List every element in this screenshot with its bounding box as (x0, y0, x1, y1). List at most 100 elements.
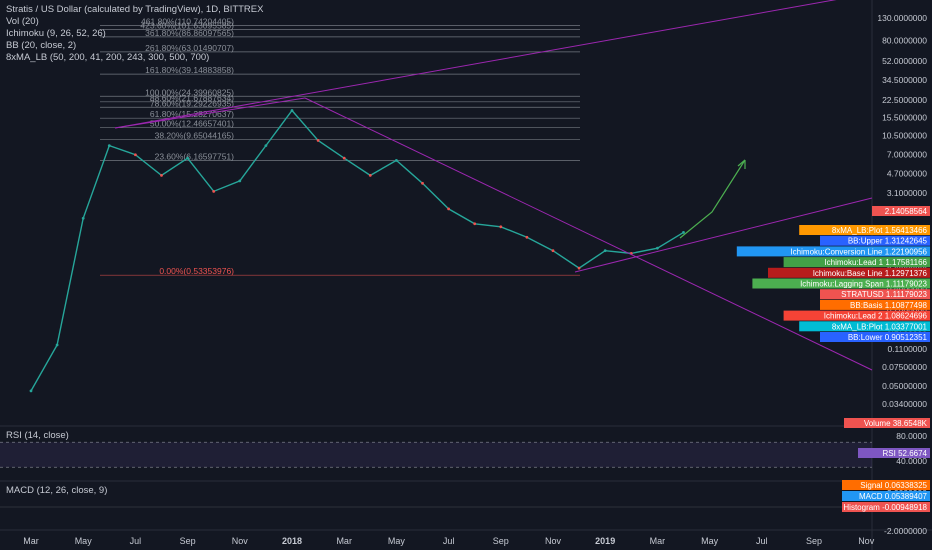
price-point (525, 235, 529, 239)
time-axis-tick: Sep (180, 536, 196, 546)
price-tag-bg (783, 257, 930, 268)
indicator-8xma[interactable]: 8xMA_LB (50, 200, 41, 200, 243, 300, 500… (6, 52, 210, 63)
price-tag: BB:Upper 1.31242645 (820, 235, 930, 246)
price-tag-text: STRATUSD 1.11179023 (841, 290, 927, 299)
price-point (473, 222, 477, 226)
price-axis-tick: 52.0000000 (882, 56, 927, 66)
time-axis-tick: Mar (336, 536, 352, 546)
price-point (81, 216, 85, 220)
macd-tag-text: Signal 0.06338325 (860, 481, 927, 490)
time-axis-tick: Mar (23, 536, 39, 546)
fib-level-label: 23.60%(6.16597751) (155, 152, 235, 162)
price-tag: Ichimoku:Conversion Line 1.22190956 (736, 246, 930, 257)
price-tag-text: Ichimoku:Lead 1 1.17581166 (824, 258, 927, 267)
rsi-tag-text: RSI 52.6674 (883, 449, 928, 458)
price-point (55, 343, 59, 347)
rsi-band (0, 442, 872, 468)
price-axis-tick: 0.4000000 (887, 284, 927, 294)
rising-support-trendline (574, 197, 873, 273)
indicator-volume[interactable]: Vol (20) (6, 16, 39, 27)
indicator-bollinger[interactable]: BB (20, close, 2) (6, 40, 77, 51)
price-point (421, 181, 424, 185)
time-axis-tick: 2019 (595, 536, 615, 546)
rsi-axis-tick: 40.0000 (896, 456, 927, 466)
price-tag-text: 8xMA_LB:Plot 1.03377001 (832, 322, 928, 331)
price-tag: Ichimoku:Lead 2 1.08624696 (783, 310, 930, 321)
price-point (186, 156, 190, 160)
price-tag-bg (768, 267, 930, 278)
price-tag-text: BB:Upper 1.31242645 (848, 237, 928, 246)
macd-tag-text: MACD 0.05389407 (859, 492, 928, 501)
time-axis-tick: Jul (756, 536, 768, 546)
time-axis-tick: Sep (493, 536, 509, 546)
time-axis-tick: May (75, 536, 93, 546)
fib-level-label: 50.00%(12.46657401) (150, 119, 234, 129)
time-axis-tick: Nov (858, 536, 875, 546)
price-tag-bg (736, 246, 930, 257)
price-axis-tick: 0.1100000 (887, 344, 927, 354)
price-tag-bg (752, 278, 930, 289)
price-point (238, 179, 242, 183)
price-tag-text: BB:Basis 1.10877498 (850, 301, 927, 310)
price-tag-bg (872, 206, 930, 216)
price-axis-tick: 4.7000000 (887, 168, 927, 178)
fib-level-label: 361.80%(86.86097565) (145, 28, 234, 38)
price-point (107, 144, 111, 148)
price-point (499, 225, 503, 229)
time-axis-tick: May (388, 536, 406, 546)
descending-trendline (304, 97, 873, 371)
price-point (29, 389, 33, 393)
price-axis-tick: 3.1000000 (887, 188, 927, 198)
price-point (368, 173, 372, 177)
fib-level-label: 0.00%(0.53353976) (159, 266, 234, 276)
price-point (682, 231, 685, 234)
fib-level-label: 423.60%(101.63095585) (140, 21, 234, 31)
price-point (290, 109, 294, 112)
price-tag: STRATUSD 1.11179023 (820, 289, 930, 300)
price-axis-tick: 34.5000000 (882, 75, 927, 85)
price-point (342, 156, 346, 160)
time-axis-tick: Jul (130, 536, 142, 546)
rsi-pane-label[interactable]: RSI (14, close) (6, 430, 69, 441)
price-tag-bg (799, 225, 930, 235)
macd-pane-label[interactable]: MACD (12, 26, close, 9) (6, 485, 108, 496)
volume-tag-text: Volume 38.6548K (864, 419, 928, 428)
rsi-axis-tick: 80.0000 (896, 431, 927, 441)
price-tag-text: Ichimoku:Conversion Line 1.22190956 (790, 247, 927, 256)
fib-level-label: 100.00%(24.39960825) (145, 87, 234, 97)
price-tag-text: Ichimoku:Base Line 1.12971376 (813, 269, 928, 278)
resistance-trendline (114, 97, 306, 129)
rsi-tag-bg (858, 448, 930, 458)
price-tag-bg (820, 289, 930, 300)
price-tag-bg (820, 332, 930, 342)
price-axis-tick: 0.03400000 (882, 399, 927, 409)
macd-tag-bg (842, 491, 930, 501)
projection-arrowhead (737, 159, 746, 169)
price-axis-tick: 10.5000000 (882, 131, 927, 141)
price-point (656, 246, 659, 250)
fib-level-label: 461.80%(110.74204405) (141, 17, 234, 27)
price-point (603, 249, 607, 253)
price-tag-bg (799, 321, 930, 332)
time-axis-tick: Jul (443, 536, 455, 546)
price-tag: 8xMA_LB:Plot 1.03377001 (799, 321, 930, 332)
price-axis-tick: 7.0000000 (887, 150, 927, 160)
time-axis-tick: 2018 (282, 536, 302, 546)
price-tag-text: BB:Lower 0.90512351 (848, 333, 928, 342)
price-tag-bg (820, 299, 930, 310)
price-axis-tick: 80.0000000 (882, 36, 927, 46)
price-tag: 2.14058564 (872, 206, 930, 216)
macd-tag-text: Histogram -0.00948918 (843, 503, 927, 512)
indicator-ichimoku[interactable]: Ichimoku (9, 26, 52, 26) (6, 28, 106, 39)
time-axis-tick: Sep (806, 536, 822, 546)
price-axis-tick: 0.05000000 (882, 381, 927, 391)
price-point (395, 158, 398, 162)
price-point (160, 173, 163, 177)
fib-level-label: 78.60%(19.29226935) (150, 98, 234, 108)
projection-arrow (679, 159, 746, 239)
price-tag: BB:Basis 1.10877498 (820, 299, 930, 310)
price-point (551, 249, 555, 253)
fib-level-label: 161.80%(39.14883858) (145, 65, 234, 75)
fib-level-label: 38.20%(9.65044165) (155, 131, 235, 141)
